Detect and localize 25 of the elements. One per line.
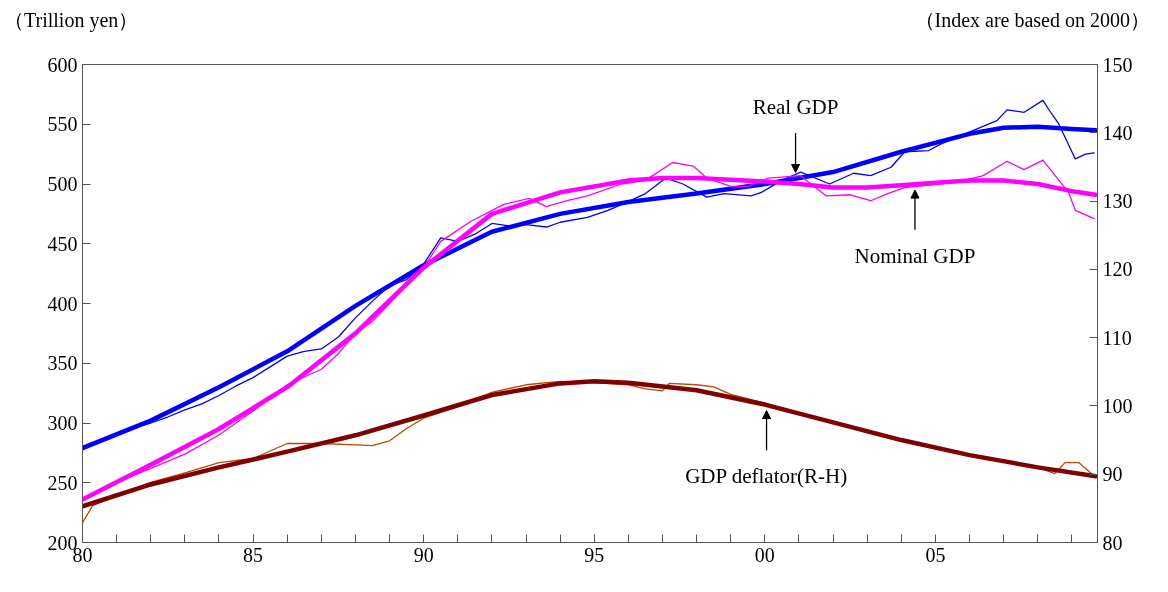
annotation: GDP deflator(R-H) [685, 464, 848, 489]
y-tick-label: 500 [47, 173, 78, 195]
x-tick-label: 85 [243, 543, 264, 566]
y-tick-label: 600 [47, 53, 78, 76]
x-tick-label: 95 [584, 543, 605, 566]
y2-tick-label: 110 [1102, 326, 1132, 349]
y-tick-label: 250 [47, 471, 78, 494]
y-axis-title: （Trillion yen） [4, 8, 139, 34]
y2-axis-title: （Index are based on 2000） [914, 8, 1150, 33]
y2-tick-label: 140 [1102, 121, 1133, 144]
y-tick-label: 450 [47, 232, 78, 255]
y2-tick-label: 120 [1102, 258, 1133, 281]
y-tick-label: 300 [47, 412, 78, 434]
y2-tick-label: 130 [1102, 190, 1133, 213]
annotation: Real GDP [752, 95, 839, 120]
annotation: Nominal GDP [854, 243, 976, 268]
x-tick-label: 90 [413, 543, 434, 566]
y-tick-label: 550 [47, 113, 78, 136]
y2-tick-label: 100 [1102, 394, 1133, 417]
y2-tick-label: 150 [1102, 53, 1133, 76]
y-tick-label: 350 [47, 352, 78, 375]
x-tick-label: 05 [925, 543, 946, 566]
y2-tick-label: 90 [1102, 463, 1123, 486]
x-tick-label: 00 [754, 543, 775, 566]
y-tick-label: 400 [47, 292, 78, 315]
